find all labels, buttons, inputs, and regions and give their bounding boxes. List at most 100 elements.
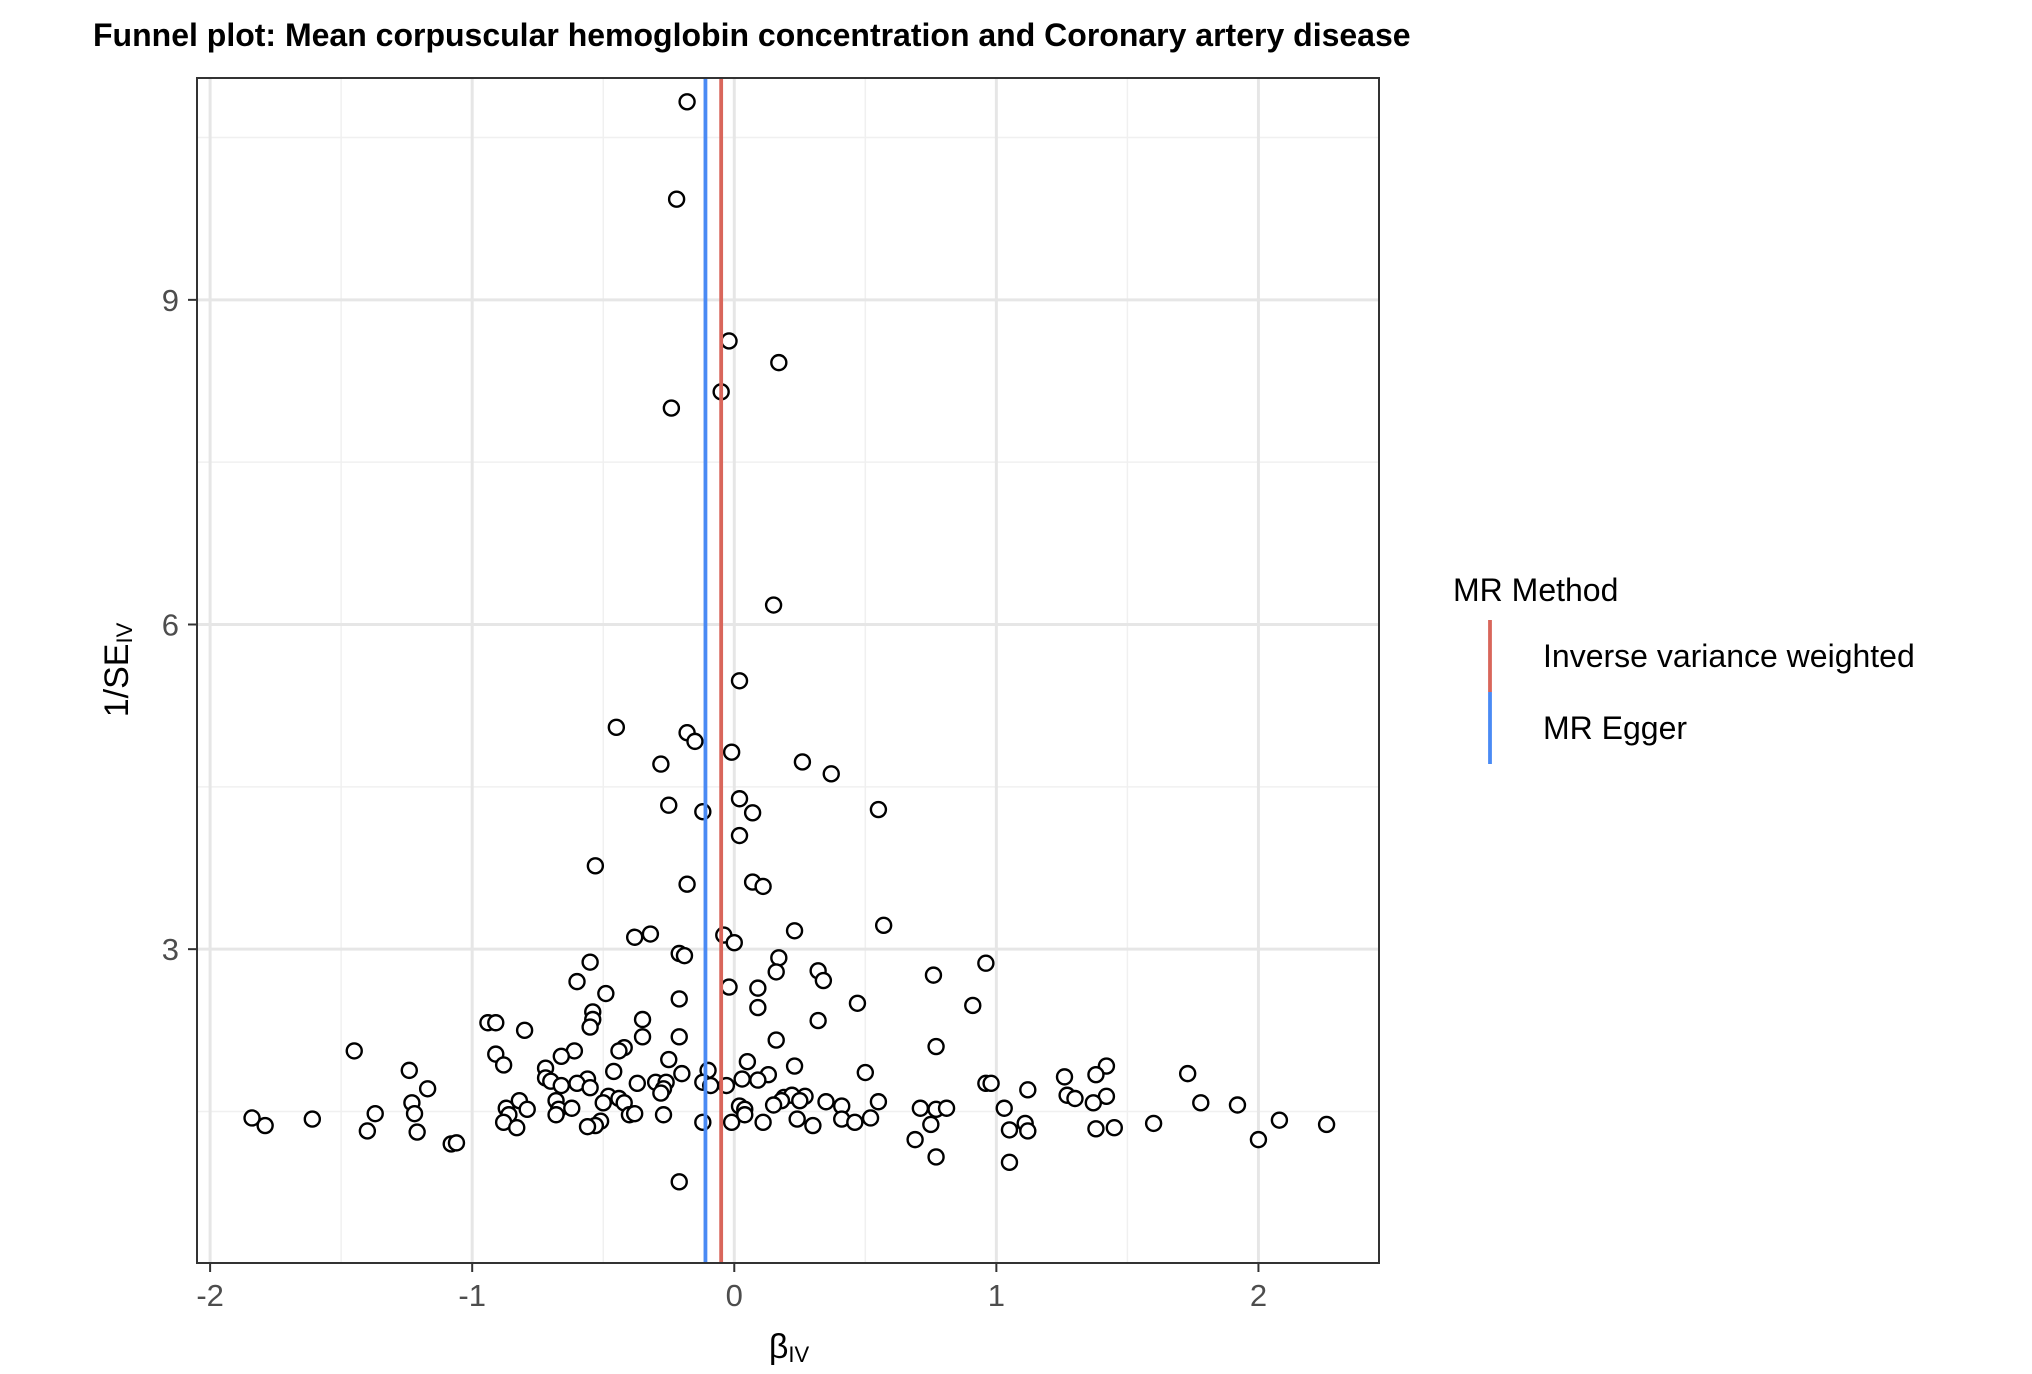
x-axis-title: βIV [769,1328,810,1367]
data-point [552,1047,570,1066]
data-point [874,916,893,935]
data-point [1105,1119,1123,1137]
data-point [633,1028,652,1046]
data-point [869,1093,888,1111]
data-point [581,1078,599,1097]
y-axis-title-sub: IV [112,622,137,643]
data-point [911,1099,930,1117]
data-point [303,1110,322,1128]
data-point [628,1074,647,1093]
y-axis-title-main: 1/SE [98,644,136,718]
data-point [764,1096,783,1114]
data-point [1192,1094,1210,1112]
data-point [730,672,749,690]
y-axis: 3 6 9 [162,283,197,967]
data-point [1270,1111,1289,1129]
x-axis: -2 -1 0 1 2 [196,1263,1267,1313]
data-point [767,963,785,981]
data-point [733,1070,751,1088]
y-tick-label: 6 [162,608,179,643]
data-point [568,972,586,991]
data-point [515,1021,534,1040]
data-point [995,1099,1013,1117]
data-point [927,1148,945,1166]
data-point [400,1061,418,1080]
data-point [563,1099,581,1117]
data-point [358,1122,377,1140]
x-tick-label: -2 [196,1278,224,1313]
data-point [1087,1065,1105,1084]
data-point [791,1091,809,1110]
data-point [927,1037,945,1056]
data-point [730,790,749,808]
data-point [736,1106,754,1124]
data-point [597,984,615,1003]
data-point [1317,1115,1336,1134]
data-point [767,1031,785,1049]
data-point [906,1130,924,1149]
data-point [924,966,943,984]
data-point [982,1074,1000,1093]
data-point [607,718,626,737]
data-point [743,804,762,822]
data-point [494,1056,513,1074]
data-point [633,1010,652,1029]
data-point [660,1050,678,1069]
data-point [922,1115,940,1134]
data-point [594,1094,612,1112]
data-point [793,753,812,771]
data-point [720,978,738,996]
data-point [977,954,995,972]
data-point [652,755,670,773]
grid [197,78,1379,1263]
data-point [749,998,767,1017]
data-point [1055,1068,1074,1086]
data-point [581,1018,599,1036]
data-point [670,1173,688,1191]
x-tick-label: 1 [988,1278,1005,1313]
data-point [817,1093,835,1111]
data-point [785,1057,804,1075]
data-point [694,803,712,821]
data-point [730,826,749,845]
legend: MR Method Inverse variance weighted MR Eg… [1453,572,1915,764]
data-point [861,1109,880,1127]
data-point [788,1110,806,1128]
chart-title: Funnel plot: Mean corpuscular hemoglobin… [93,17,1411,53]
y-tick-label: 9 [162,283,179,318]
data-point [1228,1096,1247,1114]
data-point [846,1113,864,1132]
data-point [848,994,867,1012]
y-axis-title: 1/SEIV [98,622,137,717]
data-point [678,93,696,111]
legend-title: MR Method [1453,572,1618,608]
data-point [722,1113,741,1132]
data-point [694,1113,712,1132]
data-point [869,800,888,819]
data-point [605,1062,623,1081]
x-tick-label: 0 [726,1278,743,1313]
data-point [670,1028,688,1046]
data-point [625,928,644,946]
data-point [937,1099,956,1117]
data-point [814,971,833,990]
x-tick-label: 2 [1250,1278,1267,1313]
legend-entries: Inverse variance weighted MR Egger [1488,620,1915,764]
data-point [804,1116,822,1135]
data-point [1144,1114,1163,1133]
data-point [809,1011,827,1030]
data-point [408,1123,426,1141]
data-point [366,1104,384,1123]
data-point [652,1084,670,1102]
data-point [1019,1122,1037,1140]
data-point [654,1106,673,1124]
data-point [764,596,783,614]
data-point [722,743,741,761]
data-point [660,796,678,814]
data-point [754,877,772,896]
data-point [964,996,982,1015]
data-point [578,1117,597,1136]
data-point [749,1071,767,1089]
data-point [822,765,840,783]
